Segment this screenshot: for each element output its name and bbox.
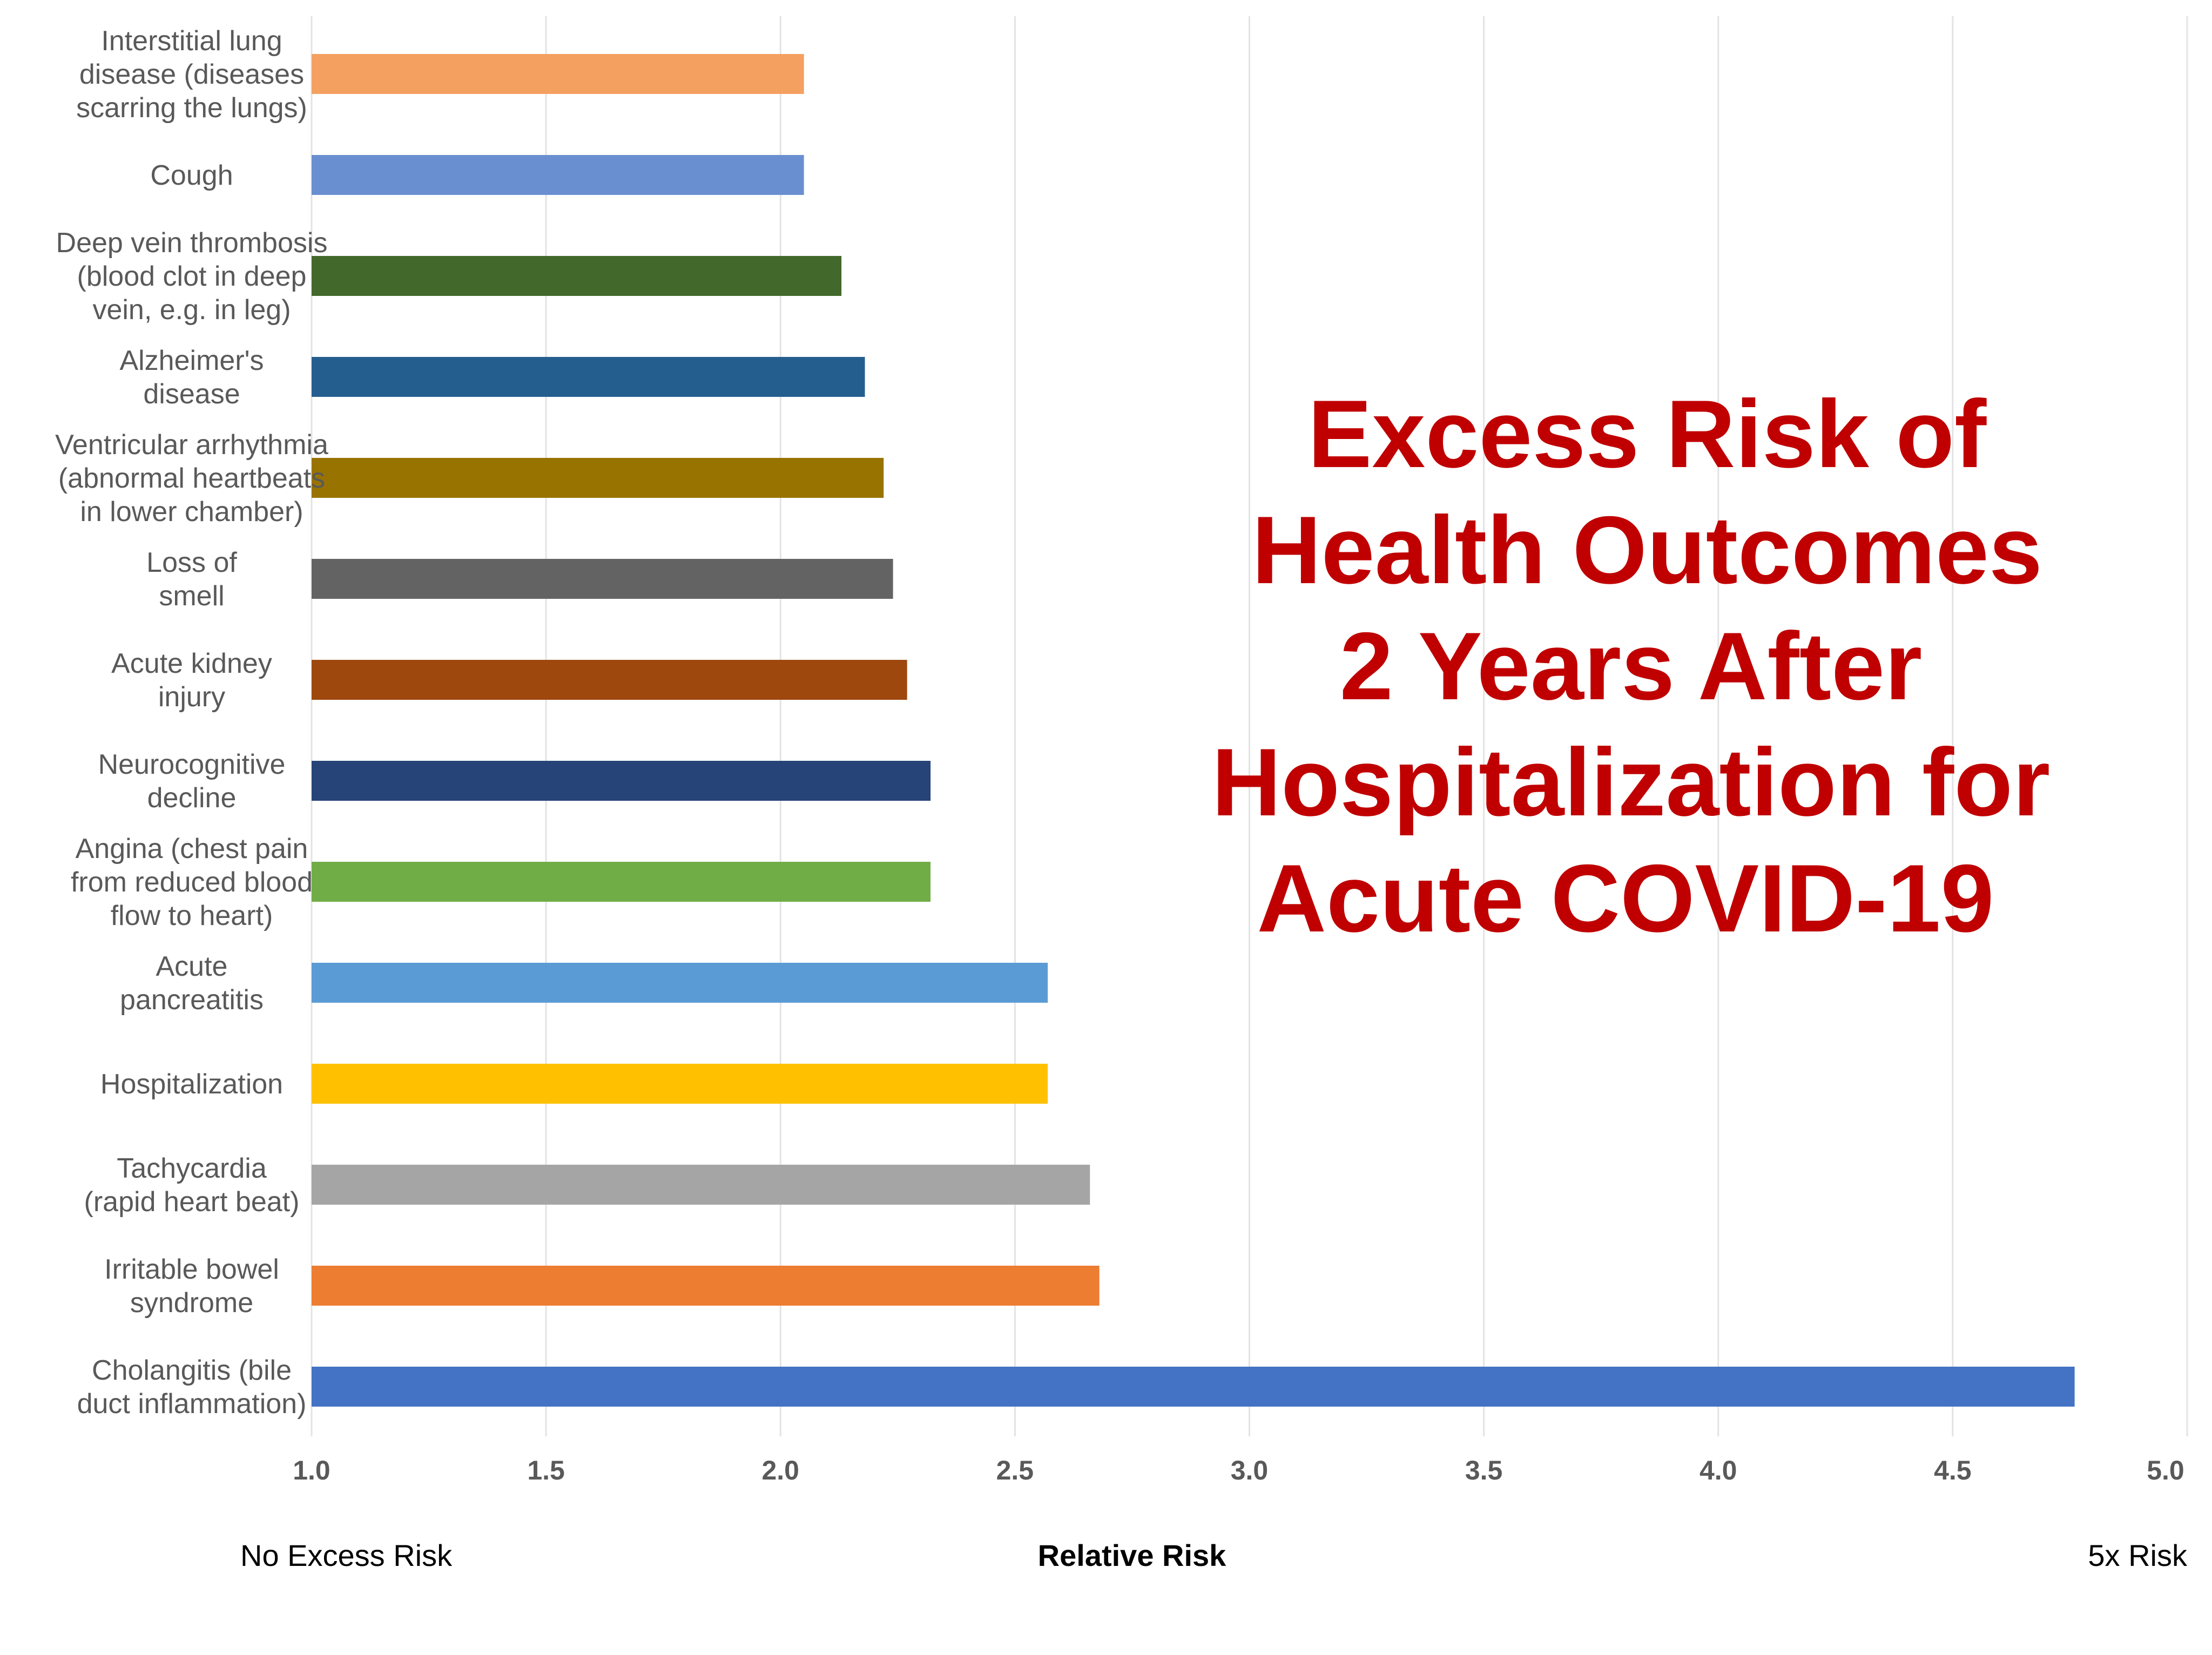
category-label: Irritable bowel	[104, 1254, 279, 1285]
category-label: Cough	[150, 160, 233, 191]
category-label: Alzheimer's	[119, 345, 264, 376]
category-label: Angina (chest pain	[76, 833, 308, 864]
category-label: in lower chamber)	[80, 496, 303, 528]
bar	[312, 761, 931, 801]
x-tick-label: 2.5	[996, 1455, 1034, 1485]
category-label: from reduced blood	[71, 867, 313, 898]
bar	[312, 660, 907, 700]
category-label: (rapid heart beat)	[84, 1186, 300, 1218]
title-line-4: Hospitalization for	[1212, 728, 2051, 836]
x-tick-label: 1.5	[527, 1455, 565, 1485]
title-line-1: Excess Risk of	[1308, 380, 1987, 488]
bar	[312, 963, 1048, 1003]
x-tick-label: 3.0	[1231, 1455, 1269, 1485]
category-label: injury	[158, 681, 225, 713]
category-label: Cholangitis (bile	[92, 1355, 292, 1386]
x-tick-label: 2.0	[761, 1455, 799, 1485]
bar	[312, 1064, 1048, 1104]
bar	[312, 54, 804, 94]
category-label: Acute kidney	[111, 648, 272, 679]
bar	[312, 1165, 1090, 1205]
bar	[312, 256, 842, 296]
x-tick-labels: 1.0 1.5 2.0 2.5 3.0 3.5 4.0 4.5 5.0	[293, 1455, 2184, 1485]
category-label: flow to heart)	[111, 900, 273, 931]
category-label: Tachycardia	[117, 1153, 267, 1184]
x-tick-label: 5.0	[2147, 1455, 2184, 1485]
title-line-5: Acute COVID-19	[1257, 845, 1994, 952]
x-tick-label: 3.5	[1465, 1455, 1503, 1485]
bar	[312, 1266, 1100, 1306]
bar	[312, 1367, 2075, 1407]
category-label: disease	[143, 379, 240, 410]
category-label: Deep vein thrombosis	[56, 227, 328, 259]
bars	[312, 54, 2075, 1407]
category-label: disease (diseases	[79, 59, 304, 90]
bar	[312, 357, 865, 397]
x-axis-notes: No Excess Risk Relative Risk 5x Risk	[240, 1538, 2188, 1572]
category-label: (abnormal heartbeats	[58, 463, 325, 494]
bar	[312, 155, 804, 195]
chart-title: Excess Risk of Health Outcomes 2 Years A…	[1212, 380, 2051, 952]
x-tick-label: 4.0	[1700, 1455, 1737, 1485]
category-label: smell	[159, 580, 224, 612]
x-right-note: 5x Risk	[2088, 1538, 2188, 1572]
title-line-2: Health Outcomes	[1252, 496, 2042, 604]
x-left-note: No Excess Risk	[240, 1538, 453, 1572]
category-label: vein, e.g. in leg)	[92, 294, 291, 326]
category-label: Loss of	[146, 547, 237, 578]
x-axis-label: Relative Risk	[1038, 1538, 1226, 1572]
category-label: Ventricular arrhythmia	[55, 429, 328, 461]
category-label: decline	[147, 782, 237, 814]
category-label: Neurocognitive	[98, 749, 286, 780]
bar	[312, 458, 884, 498]
category-label: (blood clot in deep	[77, 261, 307, 292]
category-label: Interstitial lung	[101, 25, 282, 57]
category-label: syndrome	[130, 1287, 253, 1319]
gridlines	[311, 16, 2188, 1436]
category-label: Acute	[156, 951, 228, 982]
category-label: Hospitalization	[100, 1069, 283, 1100]
category-label: duct inflammation)	[77, 1388, 307, 1420]
title-line-3: 2 Years After	[1340, 612, 1923, 720]
bar	[312, 559, 893, 599]
category-label: pancreatitis	[120, 984, 264, 1016]
x-tick-label: 4.5	[1934, 1455, 1972, 1485]
x-tick-label: 1.0	[293, 1455, 331, 1485]
bar	[312, 862, 931, 902]
category-label: scarring the lungs)	[76, 92, 307, 124]
